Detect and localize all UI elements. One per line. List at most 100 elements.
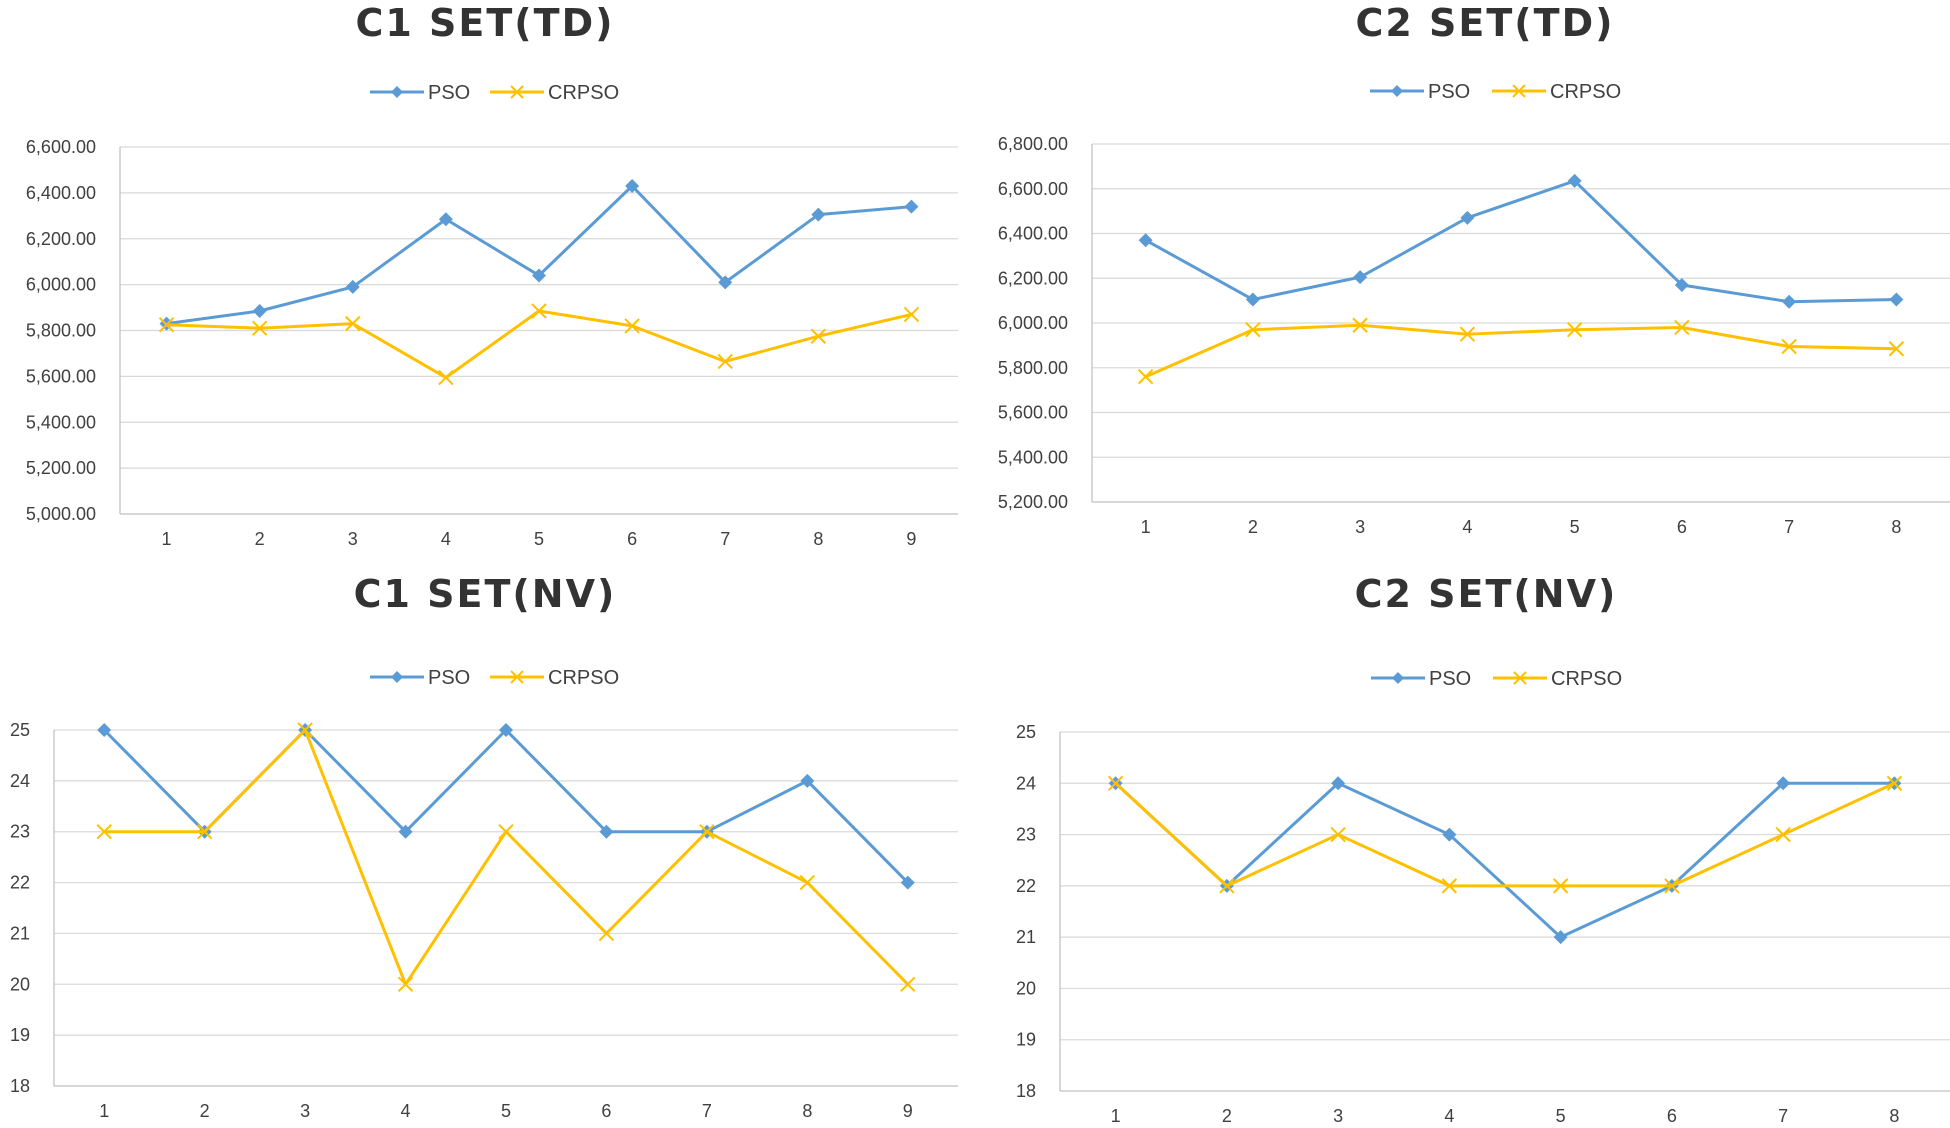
data-point-crpso	[717, 353, 733, 370]
y-tick-label: 5,400.00	[26, 412, 96, 432]
legend-item-pso: PSO	[1371, 668, 1471, 690]
data-point-crpso	[810, 328, 827, 344]
data-point-crpso	[345, 315, 361, 332]
x-tick-label: 2	[1248, 517, 1258, 537]
data-point-pso	[1245, 292, 1260, 307]
data-point-crpso	[1459, 326, 1476, 342]
data-point-crpso	[598, 925, 615, 942]
y-tick-label: 5,200.00	[998, 492, 1068, 512]
y-tick-label: 5,600.00	[998, 403, 1068, 423]
y-tick-label: 6,000.00	[26, 275, 96, 295]
legend-marker-x-icon	[1513, 671, 1527, 685]
y-tick-label: 21	[1016, 927, 1036, 947]
chart-title: C2 SET(TD)	[1355, 1, 1614, 45]
series-line-pso	[1144, 179, 1897, 304]
y-tick-label: 21	[10, 923, 30, 943]
data-point-pso	[1567, 173, 1582, 188]
x-tick-label: 8	[1889, 1106, 1899, 1126]
data-point-pso	[1460, 210, 1475, 225]
legend-item-crpso: CRPSO	[490, 82, 619, 104]
data-point-pso	[345, 279, 360, 294]
data-point-crpso	[1888, 341, 1905, 357]
data-point-pso	[1782, 294, 1797, 309]
data-point-crpso	[799, 874, 816, 891]
y-tick-label: 5,800.00	[26, 321, 96, 341]
series-line-crpso	[104, 728, 909, 986]
x-tick-label: 9	[903, 1101, 913, 1121]
chart-title: C1 SET(NV)	[354, 572, 617, 616]
x-tick-label: 4	[1444, 1106, 1454, 1126]
series-line-crpso	[1114, 781, 1896, 888]
data-point-pso	[904, 199, 919, 214]
x-tick-label: 6	[1677, 517, 1687, 537]
chart-panel-c1-td: C1 SET(TD) PSO CRPSO 5,000.00 5,200.00 5,400.…	[0, 0, 975, 564]
chart-panel-c2-nv: C2 SET(NV) PSO CRPSO 18 19 20 21 22 23 24 25 1 2 3 4 5 6…	[975, 564, 1950, 1128]
data-point-pso	[97, 723, 112, 737]
data-point-crpso	[251, 320, 268, 336]
data-point-crpso	[1781, 338, 1797, 355]
y-tick-label: 22	[10, 873, 30, 893]
y-tick-label: 5,200.00	[26, 458, 96, 478]
x-tick-label: 7	[720, 529, 730, 549]
x-tick-label: 3	[300, 1101, 310, 1121]
y-tick-label: 22	[1016, 876, 1036, 896]
chart-title: C1 SET(TD)	[355, 1, 614, 45]
legend-label-crpso: CRPSO	[1551, 668, 1622, 690]
data-point-crpso	[1219, 878, 1235, 894]
data-point-pso	[800, 773, 815, 788]
legend-label-pso: PSO	[1429, 668, 1471, 690]
data-point-crpso	[1566, 322, 1583, 338]
chart-panel-c1-nv: C1 SET(NV) PSO CRPSO 18 19 20 21 22 23 24 25 1 2 3 4 5 6…	[0, 564, 975, 1128]
data-point-crpso	[531, 303, 547, 319]
legend-item-crpso: CRPSO	[490, 667, 619, 689]
x-tick-label: 3	[1355, 517, 1365, 537]
data-point-pso	[625, 178, 640, 193]
legend-item-pso: PSO	[1370, 81, 1470, 103]
legend-label-pso: PSO	[1428, 81, 1470, 103]
chart-panel-c2-td: C2 SET(TD) PSO CRPSO 5,200.00 5,400.00 5,600.…	[975, 0, 1950, 564]
x-tick-label: 3	[1333, 1106, 1343, 1126]
data-point-pso	[252, 304, 267, 319]
y-tick-label: 24	[10, 771, 30, 791]
y-tick-label: 5,800.00	[998, 358, 1068, 378]
chart-title: C2 SET(NV)	[1355, 572, 1618, 616]
legend-marker-diamond-icon	[391, 671, 403, 683]
y-tick-label: 5,600.00	[26, 366, 96, 386]
data-point-crpso	[1552, 878, 1569, 894]
y-tick-label: 25	[10, 720, 30, 740]
legend-marker-x-icon	[510, 85, 524, 99]
x-tick-label: 8	[813, 529, 823, 549]
x-tick-label: 1	[1111, 1106, 1121, 1126]
legend-marker-diamond-icon	[391, 86, 403, 98]
data-point-pso	[1776, 776, 1791, 791]
data-point-crpso	[96, 824, 112, 840]
x-tick-label: 6	[1667, 1106, 1677, 1126]
y-tick-label: 20	[1016, 978, 1036, 998]
legend-item-crpso: CRPSO	[1493, 668, 1622, 690]
x-tick-label: 7	[1778, 1106, 1788, 1126]
x-tick-label: 2	[255, 529, 265, 549]
y-tick-label: 5,400.00	[998, 447, 1068, 467]
x-tick-label: 4	[441, 529, 451, 549]
x-tick-label: 3	[348, 529, 358, 549]
data-point-pso	[599, 824, 614, 839]
x-tick-label: 6	[601, 1101, 611, 1121]
data-point-pso	[1331, 776, 1346, 791]
data-point-crpso	[1886, 775, 1903, 791]
data-point-crpso	[297, 722, 313, 738]
y-tick-label: 19	[10, 1025, 30, 1045]
data-point-crpso	[438, 369, 454, 386]
data-point-crpso	[1352, 317, 1368, 333]
y-tick-label: 6,600.00	[26, 137, 96, 157]
x-tick-label: 5	[534, 529, 544, 549]
data-point-pso	[1553, 930, 1568, 945]
legend-label-pso: PSO	[428, 667, 470, 689]
y-tick-label: 6,800.00	[998, 134, 1068, 154]
legend-marker-x-icon	[510, 670, 524, 684]
y-tick-label: 6,400.00	[998, 224, 1068, 244]
x-tick-label: 9	[906, 529, 916, 549]
data-point-pso	[718, 275, 733, 290]
data-point-crpso	[1330, 826, 1346, 843]
legend: PSO CRPSO	[370, 667, 619, 689]
